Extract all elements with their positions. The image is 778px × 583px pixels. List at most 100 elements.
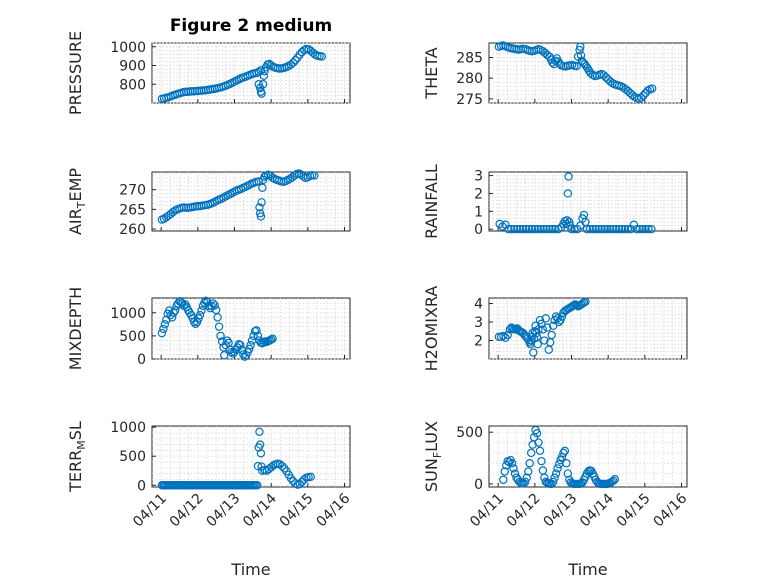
x-tick-label: 04/14 [577, 490, 617, 530]
data-point [635, 225, 644, 234]
data-point [600, 225, 609, 234]
data-point [521, 225, 531, 234]
data-point [257, 198, 266, 207]
subplot-mixdepth: 0 500 1000 MIXDEPTH [66, 287, 351, 370]
data-point [254, 67, 263, 77]
data-point [526, 448, 536, 458]
data-point [548, 225, 557, 234]
data-point [647, 84, 657, 93]
data-point [499, 475, 508, 484]
data-point [556, 315, 565, 325]
data-point [216, 331, 225, 341]
data-point [509, 464, 518, 473]
data-point [192, 317, 202, 327]
data-point [168, 207, 178, 217]
data-point [538, 325, 548, 334]
data-point [636, 93, 646, 102]
subplot-rainfall: 0 1 23 RAINFALL [422, 164, 688, 239]
data-point [254, 177, 263, 186]
data-point [551, 469, 561, 478]
data-point [609, 225, 618, 234]
data-point [170, 306, 180, 315]
y-tick-label: 1000 [110, 40, 146, 56]
data-point [537, 319, 546, 329]
data-point [507, 459, 517, 468]
data-point [588, 225, 597, 234]
data-point [594, 225, 603, 234]
y-tick-label: 500 [119, 329, 146, 345]
y-tick-label: 500 [119, 449, 146, 465]
data-point [288, 58, 298, 67]
data-point [562, 459, 571, 468]
y-tick-label: 1000 [110, 420, 146, 436]
data-point [610, 475, 619, 484]
data-point [220, 351, 229, 360]
data-point [584, 467, 593, 476]
y-tick-label: 2 [474, 334, 483, 350]
data-point [227, 347, 236, 357]
data-point [295, 50, 304, 59]
data-point [524, 225, 534, 234]
data-point [513, 225, 522, 234]
y-tick-label: 0 [474, 477, 483, 493]
data-point [527, 225, 537, 234]
subplot-theta: 275 280 285 THETA [422, 41, 688, 108]
y-tick-label: 0 [137, 352, 146, 368]
data-point [632, 225, 641, 234]
data-point [529, 348, 538, 357]
data-point [253, 481, 262, 490]
data-point [548, 321, 558, 330]
y-tick-label: 4 [474, 297, 483, 313]
data-point [535, 446, 545, 456]
data-point [543, 323, 552, 332]
data-point [157, 328, 167, 338]
data-point [559, 448, 568, 458]
y-axis-label: PRESSURE [66, 31, 85, 115]
data-point [167, 313, 177, 322]
y-tick-label: 900 [119, 59, 146, 75]
data-point [255, 209, 265, 218]
data-point [623, 225, 633, 234]
data-point [256, 212, 266, 221]
data-point [547, 330, 556, 340]
data-point [606, 225, 615, 234]
data-point [503, 330, 512, 340]
data-point [582, 225, 592, 234]
data-point [575, 45, 584, 55]
y-tick-label: 3 [474, 315, 483, 331]
x-tick-label: 04/13 [540, 491, 580, 531]
data-point [501, 333, 510, 342]
data-point [617, 225, 627, 234]
data-point [253, 331, 263, 341]
data-point [286, 60, 296, 69]
data-point [564, 172, 573, 181]
data-point [539, 225, 548, 234]
data-point [536, 225, 545, 234]
x-tick-label: 04/16 [650, 490, 690, 530]
y-tick-label: 265 [119, 202, 146, 218]
data-point [518, 225, 528, 234]
data-point [210, 301, 219, 310]
data-point [266, 335, 276, 344]
subplot-air-temp: 260 265 270 AIRTEMP [66, 168, 351, 238]
data-point [591, 225, 600, 234]
data-point [236, 340, 245, 350]
data-point [534, 438, 543, 447]
data-point [550, 473, 559, 482]
data-point [256, 449, 266, 458]
data-point [317, 52, 326, 61]
x-tick-label: 04/15 [277, 491, 317, 531]
subplot-h2omixra: 2 3 4 H2OMIXRA [422, 286, 688, 371]
subplot-sun-flux: 0 500 SUNFLUX 04/1104/1204/1304/1404/1504/1… [422, 421, 690, 579]
data-point [306, 472, 315, 482]
data-point [572, 301, 581, 310]
data-point [165, 306, 174, 315]
data-point [628, 90, 637, 100]
data-point [259, 338, 269, 347]
x-tick-label: 04/16 [313, 490, 353, 530]
data-point [291, 56, 300, 65]
x-tick-label: 04/11 [467, 491, 507, 531]
x-tick-label: 04/14 [240, 490, 280, 530]
